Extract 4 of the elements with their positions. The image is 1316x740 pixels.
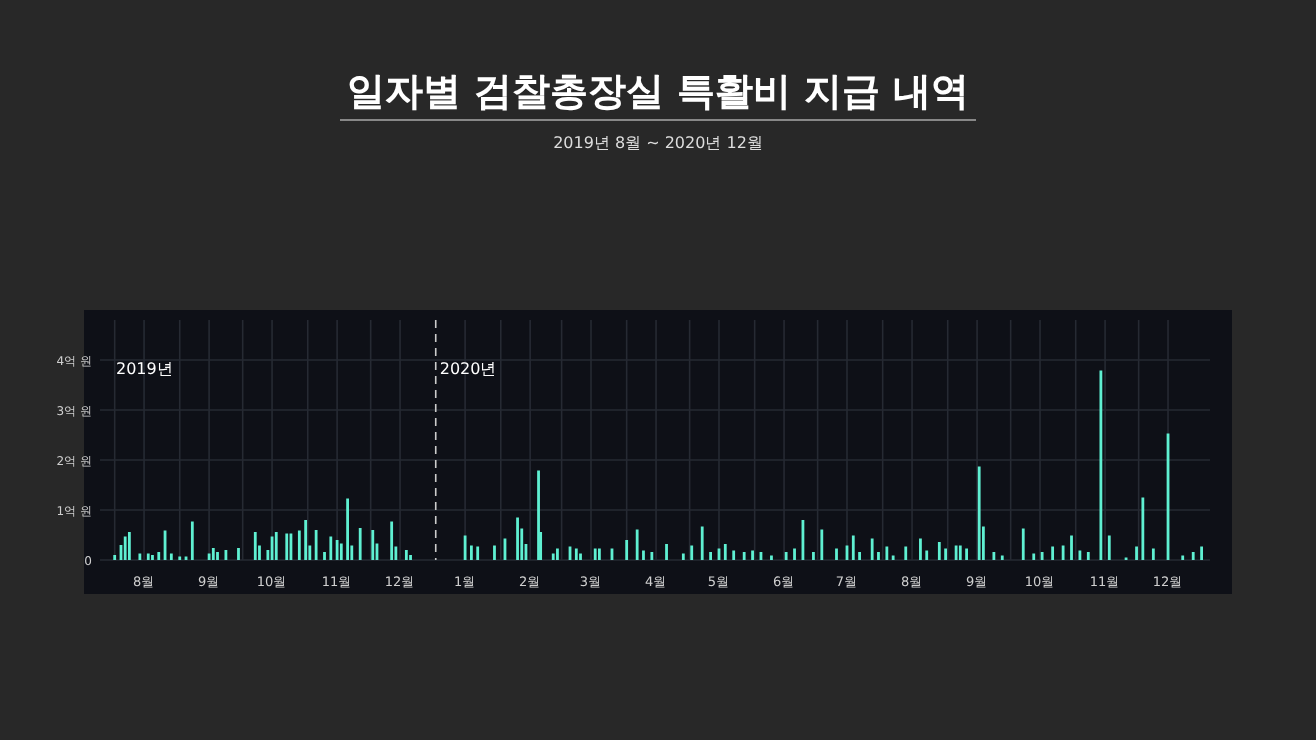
ref-line-label: 2020년 — [439, 360, 497, 378]
chart-subtitle: 2019년 8월 ~ 2020년 12월 — [553, 134, 763, 152]
annotation: 2019년 — [116, 360, 173, 378]
chart-title: 일자별 검찰총장실 특활비 지급 내역 — [346, 70, 970, 114]
